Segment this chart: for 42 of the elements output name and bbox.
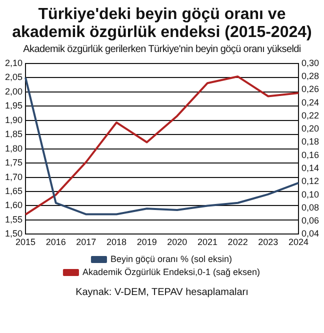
y-tick-label: 1,65	[4, 186, 23, 196]
y2-tick-label: 0,28	[301, 71, 320, 82]
y-tick-label: 1,85	[4, 129, 23, 140]
legend-label: Akademik Özgürlük Endeksi,0-1 (sağ eksen)	[82, 266, 260, 277]
y2-tick-label: 0,10	[301, 189, 320, 200]
chart-subtitle: Akademik özgürlük gerilerken Türkiye'nin beyin göçü oranı yükseldi	[22, 44, 302, 55]
x-tick-label: 2024	[288, 237, 308, 248]
y-tick-label: 1,90	[4, 114, 23, 125]
y2-tick-label: 0,04	[301, 228, 320, 239]
y2-tick-label: 0,24	[301, 97, 320, 108]
legend-label: Beyin göçü oranı % (sol eksin)	[110, 254, 232, 264]
x-tick-label: 2017	[76, 237, 96, 248]
y2-tick-label: 0,20	[301, 124, 320, 134]
y-tick-label: 1,80	[4, 143, 23, 154]
y-tick-label: 1,50	[4, 228, 23, 239]
x-tick-label: 2021	[197, 237, 218, 248]
y2-tick-label: 0,26	[301, 84, 320, 94]
y-tick-label: 1,55	[4, 214, 23, 224]
y-tick-label: 1,95	[4, 100, 23, 111]
y-tick-label: 2,00	[4, 86, 23, 96]
x-tick-label: 2019	[136, 237, 157, 248]
x-tick-label: 2022	[228, 237, 248, 248]
x-tick-label: 2020	[167, 237, 188, 248]
y-tick-label: 2,10	[4, 58, 23, 68]
y2-tick-label: 0,08	[301, 202, 320, 212]
y2-tick-label: 0,14	[301, 162, 320, 173]
y2-tick-label: 0,18	[301, 136, 320, 147]
y-tick-label: 1,60	[4, 200, 23, 210]
y-tick-label: 1,75	[4, 158, 23, 168]
x-tick-label: 2016	[46, 237, 66, 248]
x-tick-label: 2018	[106, 237, 127, 248]
y2-tick-label: 0,12	[301, 176, 320, 186]
y-tick-label: 1,70	[4, 172, 23, 182]
x-tick-label: 2015	[16, 237, 36, 248]
y2-tick-label: 0,16	[301, 150, 320, 160]
y-tick-label: 2,05	[4, 72, 23, 82]
y2-tick-label: 0,06	[301, 216, 320, 226]
text: Kaynak: V-DEM, TEPAV hesaplamaları	[74, 287, 250, 298]
y2-tick-label: 0,30	[301, 58, 320, 68]
chart-title: Türkiye'deki beyin göçü oranı ve akademik özgürlük endeksi (2015-2024)	[11, 6, 313, 42]
y2-tick-label: 0,22	[301, 110, 320, 120]
x-tick-label: 2023	[258, 237, 278, 248]
